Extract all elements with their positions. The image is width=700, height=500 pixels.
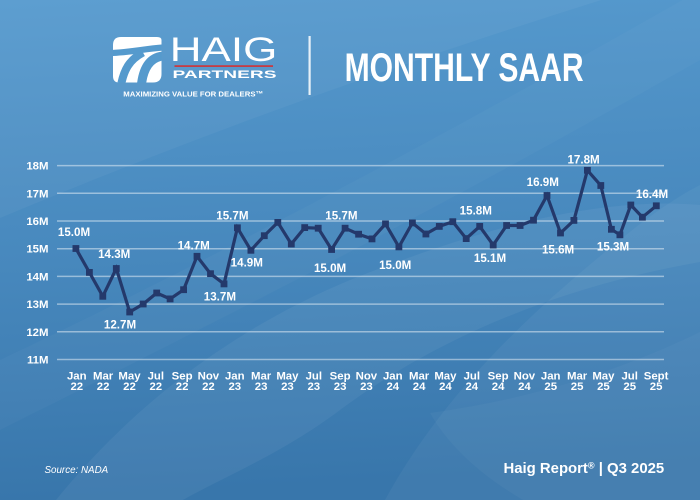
svg-text:14.9M: 14.9M: [231, 256, 263, 269]
svg-text:PARTNERS: PARTNERS: [173, 69, 278, 81]
svg-text:23: 23: [281, 381, 294, 393]
svg-text:Sep: Sep: [172, 371, 193, 383]
svg-text:25: 25: [650, 381, 663, 393]
svg-text:23: 23: [334, 381, 347, 393]
svg-text:22: 22: [149, 381, 162, 393]
svg-text:15.0M: 15.0M: [314, 262, 346, 275]
svg-text:12M: 12M: [26, 327, 48, 339]
svg-text:22: 22: [70, 381, 83, 393]
svg-text:Mar: Mar: [93, 371, 114, 383]
svg-text:Source: NADA: Source: NADA: [45, 465, 109, 476]
svg-text:Jul: Jul: [621, 371, 637, 383]
svg-text:Jul: Jul: [306, 371, 322, 383]
svg-text:25: 25: [571, 381, 584, 393]
svg-text:23: 23: [255, 381, 268, 393]
svg-text:15.0M: 15.0M: [58, 226, 90, 239]
svg-text:25: 25: [623, 381, 636, 393]
svg-text:Mar: Mar: [409, 371, 430, 383]
svg-text:Jan: Jan: [225, 371, 245, 383]
svg-text:Sept: Sept: [644, 371, 669, 383]
svg-text:Haig Report® | Q3 2025: Haig Report® | Q3 2025: [504, 460, 665, 477]
svg-text:15.0M: 15.0M: [379, 259, 411, 272]
svg-text:Jan: Jan: [383, 371, 403, 383]
svg-text:Nov: Nov: [356, 371, 378, 383]
svg-text:14M: 14M: [26, 271, 48, 283]
svg-text:May: May: [434, 371, 457, 383]
svg-text:23: 23: [307, 381, 320, 393]
svg-text:Jan: Jan: [67, 371, 87, 383]
svg-text:17.8M: 17.8M: [567, 153, 599, 166]
svg-text:Nov: Nov: [198, 371, 220, 383]
svg-text:16M: 16M: [26, 216, 48, 228]
svg-text:Jul: Jul: [148, 371, 164, 383]
svg-text:May: May: [592, 371, 615, 383]
svg-text:13.7M: 13.7M: [204, 290, 236, 303]
svg-text:17M: 17M: [26, 188, 48, 200]
svg-text:MAXIMIZING VALUE FOR DEALERS™: MAXIMIZING VALUE FOR DEALERS™: [123, 90, 263, 99]
svg-text:24: 24: [386, 381, 399, 393]
svg-text:24: 24: [518, 381, 531, 393]
svg-text:15.7M: 15.7M: [216, 210, 248, 223]
svg-text:14.7M: 14.7M: [178, 240, 210, 253]
svg-text:15.8M: 15.8M: [460, 205, 492, 218]
svg-text:25: 25: [544, 381, 557, 393]
svg-text:May: May: [118, 371, 141, 383]
svg-text:May: May: [276, 371, 299, 383]
svg-text:15.7M: 15.7M: [325, 210, 357, 223]
svg-text:16.9M: 16.9M: [527, 176, 559, 189]
svg-text:24: 24: [492, 381, 505, 393]
svg-text:15M: 15M: [26, 244, 48, 256]
svg-text:15.1M: 15.1M: [474, 252, 506, 265]
svg-text:24: 24: [465, 381, 478, 393]
svg-text:22: 22: [176, 381, 189, 393]
svg-text:12.7M: 12.7M: [104, 319, 136, 332]
svg-text:Sep: Sep: [330, 371, 351, 383]
svg-text:22: 22: [202, 381, 215, 393]
svg-text:HAIG: HAIG: [170, 31, 277, 69]
svg-text:Mar: Mar: [567, 371, 588, 383]
svg-text:25: 25: [597, 381, 610, 393]
svg-text:Jan: Jan: [541, 371, 561, 383]
svg-text:22: 22: [97, 381, 110, 393]
svg-text:13M: 13M: [26, 299, 48, 311]
svg-text:23: 23: [228, 381, 241, 393]
svg-text:16.4M: 16.4M: [636, 188, 668, 201]
svg-text:Jul: Jul: [464, 371, 480, 383]
svg-text:24: 24: [413, 381, 426, 393]
svg-text:22: 22: [123, 381, 136, 393]
svg-text:MONTHLY SAAR: MONTHLY SAAR: [345, 46, 584, 90]
svg-text:24: 24: [439, 381, 452, 393]
svg-text:15.3M: 15.3M: [597, 241, 629, 254]
svg-text:11M: 11M: [27, 355, 49, 367]
svg-text:Nov: Nov: [514, 371, 536, 383]
svg-text:Mar: Mar: [251, 371, 272, 383]
svg-text:14.3M: 14.3M: [98, 248, 130, 261]
svg-text:18M: 18M: [26, 161, 48, 173]
svg-text:23: 23: [360, 381, 373, 393]
svg-text:Sep: Sep: [488, 371, 509, 383]
svg-text:15.6M: 15.6M: [542, 244, 574, 257]
